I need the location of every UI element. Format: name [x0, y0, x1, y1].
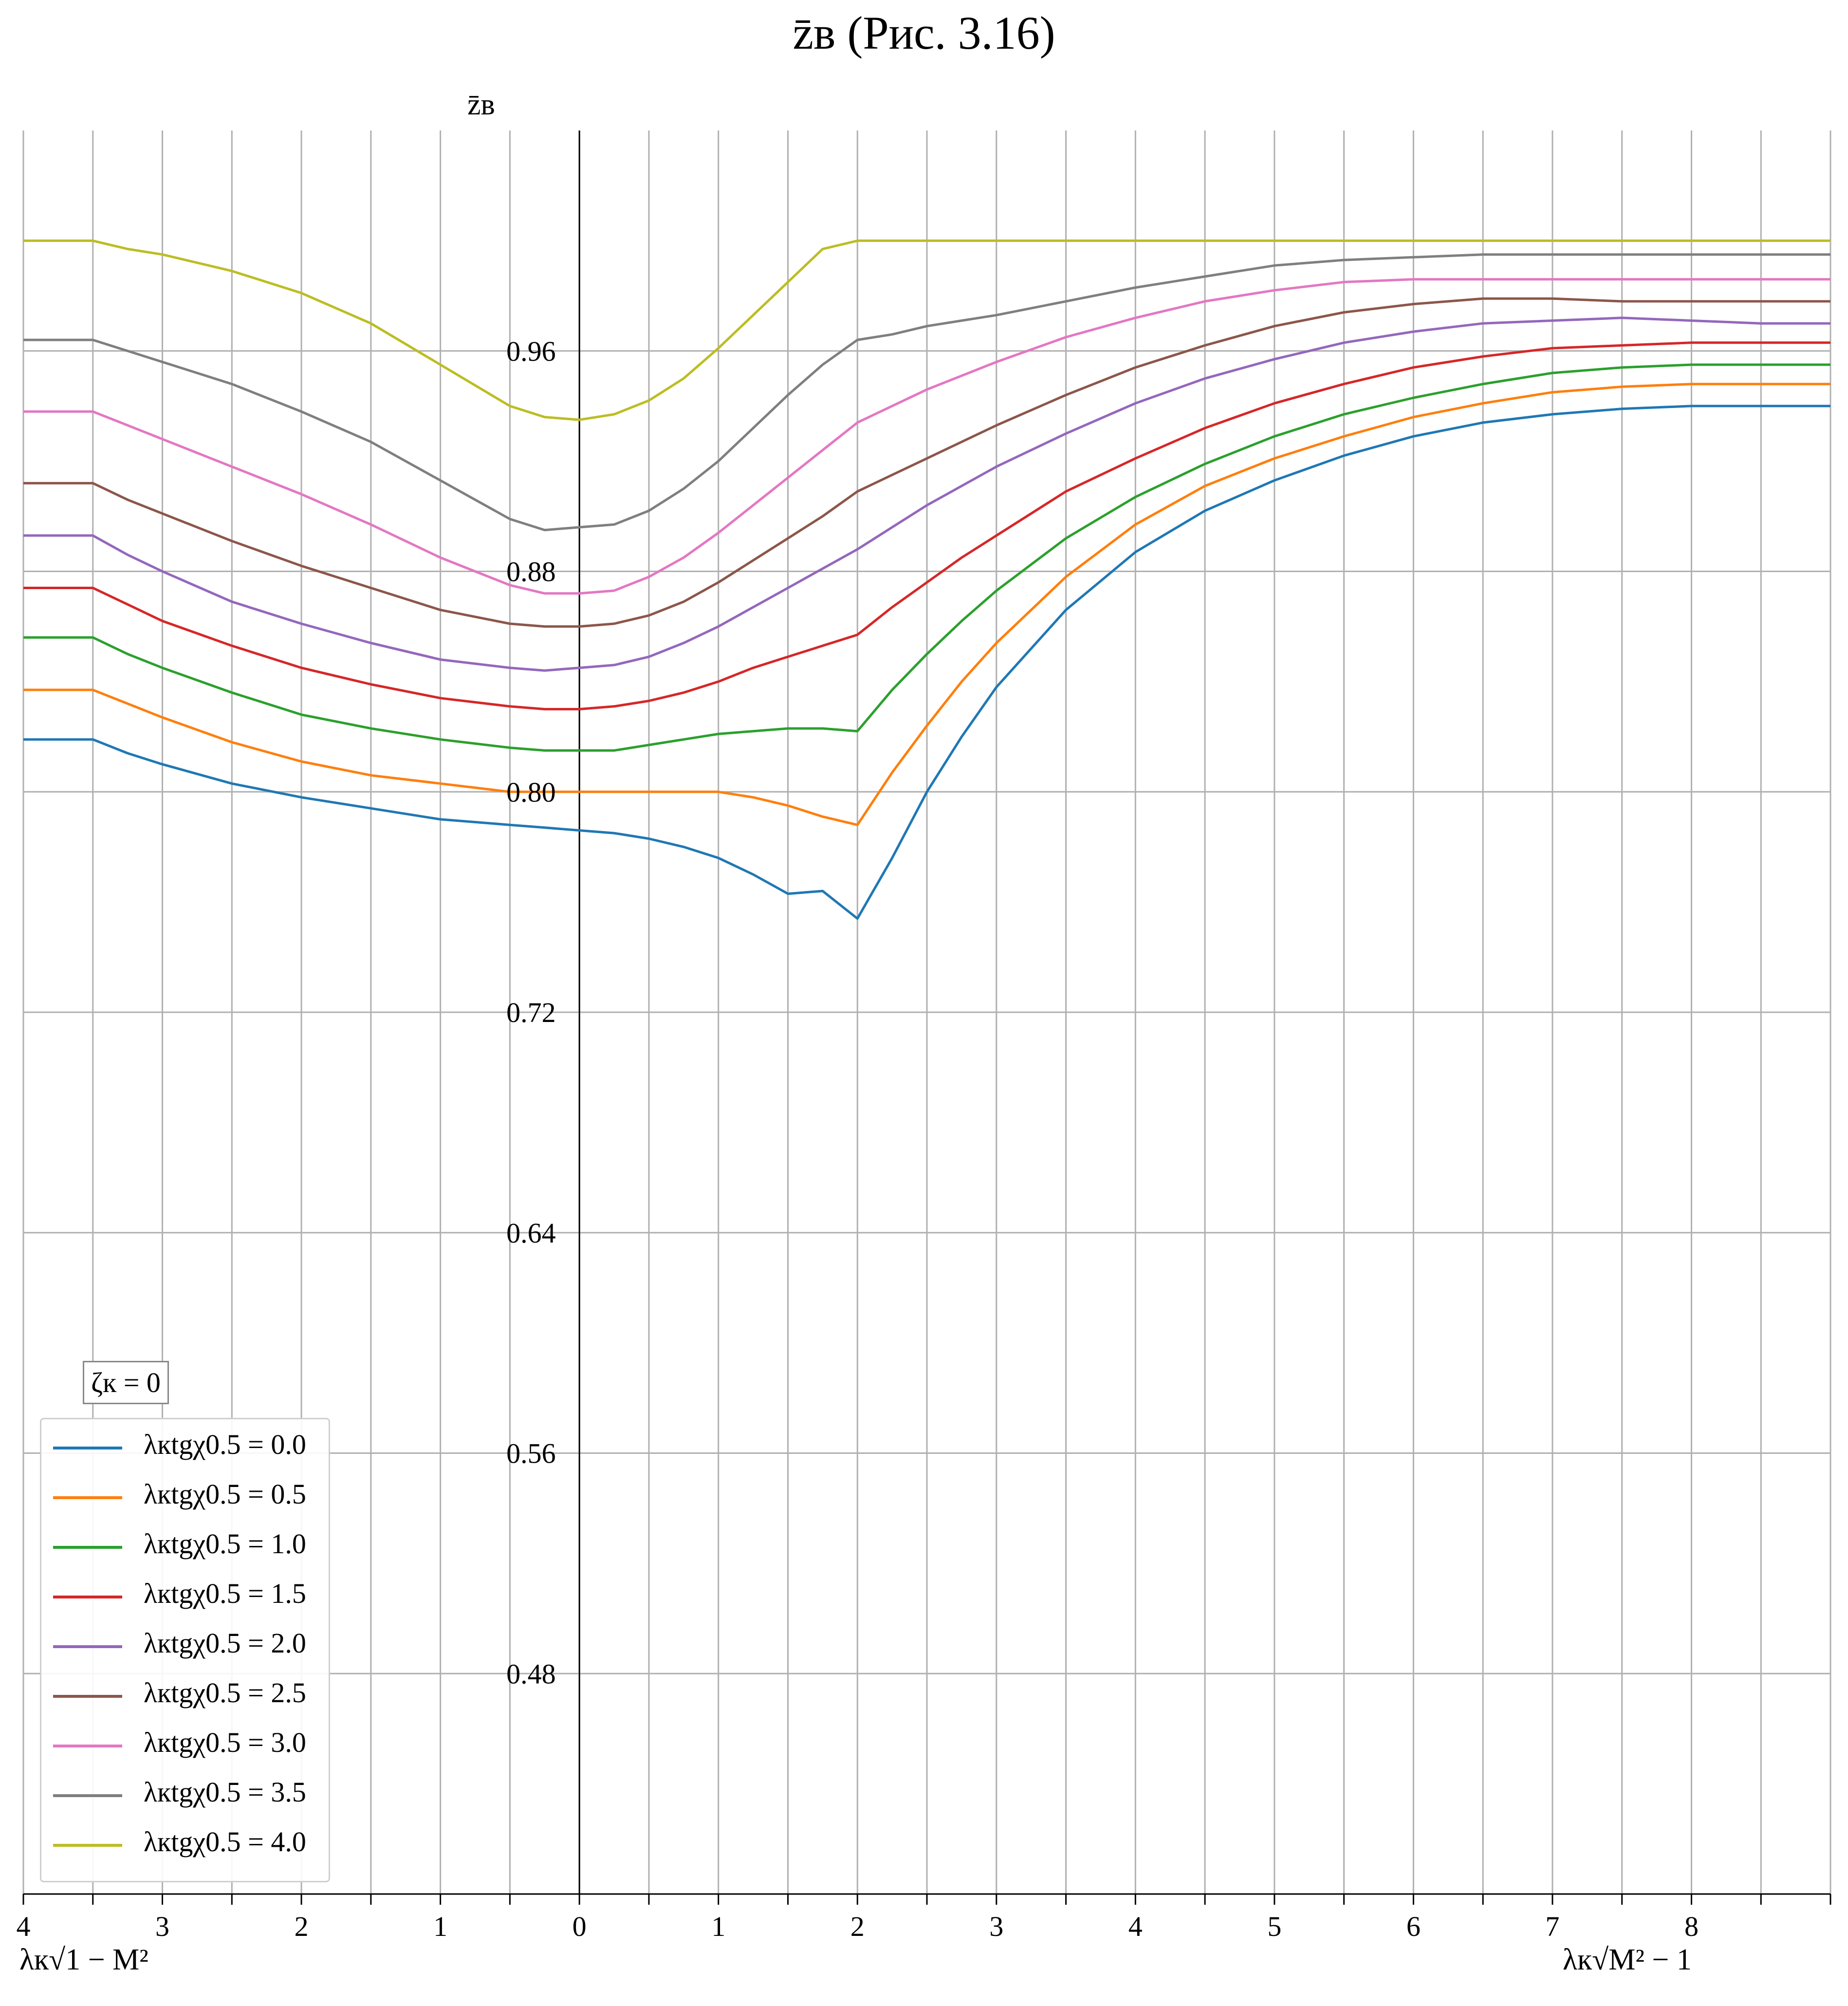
legend: λкtgχ0.5 = 0.0 λкtgχ0.5 = 0.5 λкtgχ0.5 = 1…: [40, 1418, 330, 1882]
legend-swatch: [53, 1596, 122, 1598]
y-tick-label: 0.72: [506, 997, 556, 1028]
legend-label: λкtgχ0.5 = 0.0: [144, 1429, 306, 1460]
legend-label: λкtgχ0.5 = 2.5: [144, 1677, 306, 1709]
x-tick-label: 6: [1406, 1911, 1421, 1942]
legend-item: λкtgχ0.5 = 4.0: [41, 1820, 329, 1869]
x-tick-label: 2: [295, 1911, 309, 1942]
series-layer: [23, 239, 1830, 920]
x-tick-label: 8: [1684, 1911, 1699, 1942]
x-axis-label-left: λк√1 − M²: [19, 1943, 148, 1976]
legend-label: λкtgχ0.5 = 1.5: [144, 1578, 306, 1609]
series-line-2: [23, 363, 1830, 752]
legend-swatch: [53, 1695, 122, 1698]
x-tick-label: 0: [573, 1911, 587, 1942]
legend-item: λкtgχ0.5 = 0.0: [41, 1423, 329, 1472]
legend-swatch: [53, 1844, 122, 1847]
x-tick-label: 7: [1545, 1911, 1559, 1942]
legend-label: λкtgχ0.5 = 3.5: [144, 1776, 306, 1808]
series-line-0: [23, 405, 1830, 920]
x-tick-label: 3: [989, 1911, 1003, 1942]
y-tick-label: 0.80: [506, 776, 556, 808]
y-tick-label: 0.64: [506, 1217, 556, 1249]
legend-swatch: [53, 1496, 122, 1499]
x-tick-label: 5: [1267, 1911, 1281, 1942]
x-axis-label-right: λк√M² − 1: [1563, 1943, 1692, 1976]
legend-item: λкtgχ0.5 = 2.0: [41, 1622, 329, 1671]
series-line-3: [23, 341, 1830, 710]
legend-label: λкtgχ0.5 = 1.0: [144, 1528, 306, 1560]
legend-swatch: [53, 1645, 122, 1648]
series-line-8: [23, 239, 1830, 421]
x-tick-label: 1: [433, 1911, 447, 1942]
chart-title: z̄в (Рис. 3.16): [793, 7, 1055, 59]
y-tick-label: 0.56: [506, 1438, 556, 1469]
x-tick-label: 4: [17, 1911, 31, 1942]
legend-item: λкtgχ0.5 = 2.5: [41, 1672, 329, 1720]
legend-swatch: [53, 1546, 122, 1549]
legend-label: λкtgχ0.5 = 3.0: [144, 1727, 306, 1758]
legend-item: λкtgχ0.5 = 1.0: [41, 1523, 329, 1571]
y-axis-label: z̄в: [467, 88, 495, 121]
series-line-6: [23, 278, 1830, 595]
legend-swatch: [53, 1447, 122, 1449]
legend-swatch: [53, 1745, 122, 1747]
legend-item: λкtgχ0.5 = 0.5: [41, 1473, 329, 1522]
series-line-5: [23, 297, 1830, 628]
series-line-7: [23, 253, 1830, 532]
legend-item: λкtgχ0.5 = 3.5: [41, 1771, 329, 1820]
x-tick-label: 3: [155, 1911, 169, 1942]
series-line-4: [23, 316, 1830, 672]
legend-label: λкtgχ0.5 = 0.5: [144, 1478, 306, 1510]
series-line-1: [23, 383, 1830, 826]
y-tick-label: 0.96: [506, 335, 556, 367]
legend-item: λкtgχ0.5 = 3.0: [41, 1721, 329, 1770]
legend-title: ζк = 0: [83, 1361, 169, 1404]
legend-label: λкtgχ0.5 = 4.0: [144, 1826, 306, 1857]
legend-item: λкtgχ0.5 = 1.5: [41, 1572, 329, 1621]
y-tick-label: 0.48: [506, 1658, 556, 1690]
x-tick-label: 4: [1128, 1911, 1143, 1942]
legend-swatch: [53, 1794, 122, 1797]
tick-label-layer: 4 3 2 1 0 1 2 3 4 5 6 7 8 0.48 0.56 0.64 0.72 0.80 0.88 0.9…: [17, 335, 1699, 1942]
legend-label: λкtgχ0.5 = 2.0: [144, 1627, 306, 1659]
axis-layer: [22, 130, 1831, 1905]
x-tick-label: 1: [711, 1911, 725, 1942]
y-tick-label: 0.88: [506, 556, 556, 588]
x-tick-label: 2: [850, 1911, 865, 1942]
